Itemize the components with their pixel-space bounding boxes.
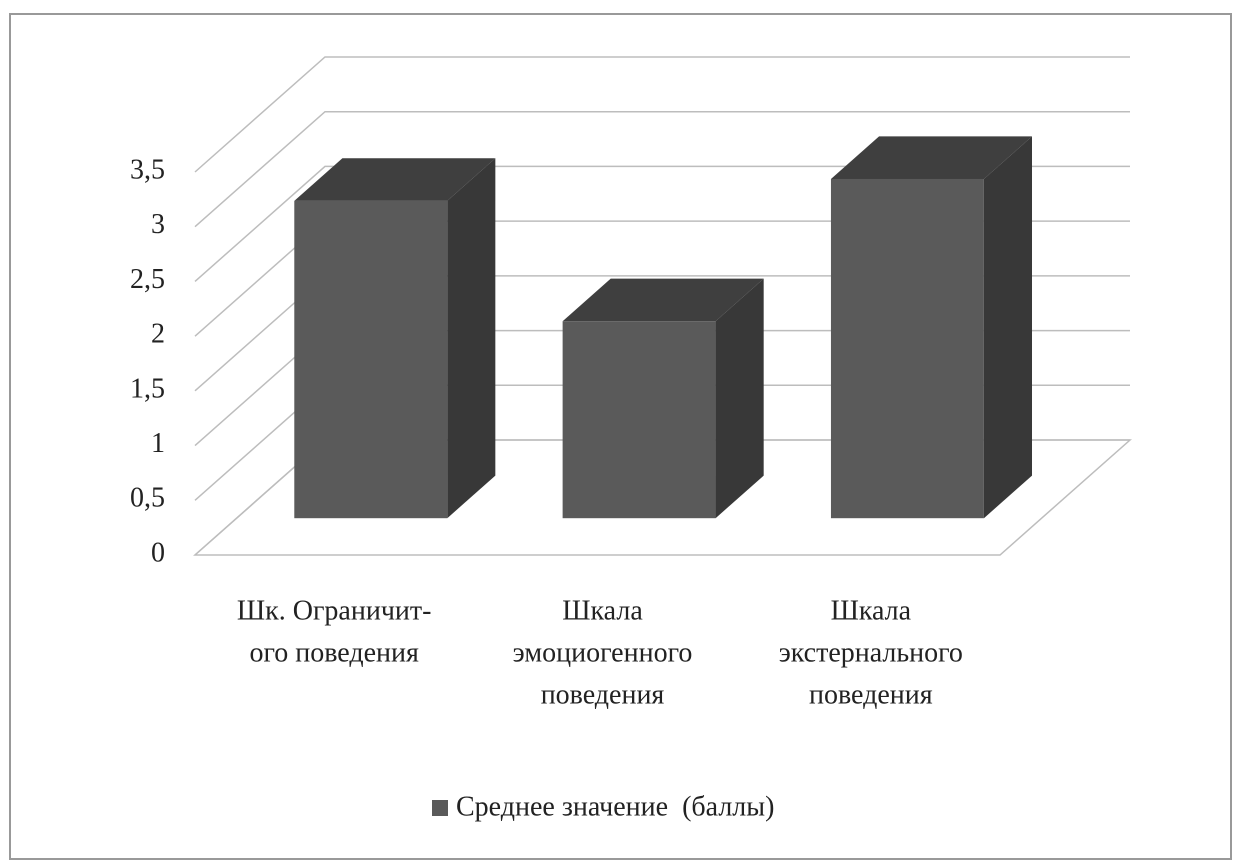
y-tick-label: 3,5 [130, 154, 165, 185]
x-tick-label: экстернального [779, 637, 963, 668]
bar-side [715, 278, 764, 519]
x-tick-label: Шк. Ограничит- [237, 595, 432, 626]
bar [830, 178, 984, 519]
grid-line [194, 56, 1130, 173]
legend-swatch [432, 800, 448, 816]
x-tick-label: ого поведения [249, 637, 419, 668]
x-tick-label: Шкала [831, 595, 912, 626]
x-tick-label: Шкала [562, 595, 643, 626]
bar [294, 200, 448, 519]
bar [562, 321, 716, 519]
bar-top [294, 158, 496, 201]
y-tick-label: 3 [151, 209, 165, 240]
x-tick-label: поведения [541, 679, 665, 710]
bar-top [562, 278, 764, 322]
y-tick-label: 1,5 [130, 373, 165, 404]
y-tick-label: 1 [151, 428, 165, 459]
y-tick-label: 2 [151, 319, 165, 350]
grid-line [194, 110, 1130, 228]
bar-side [447, 158, 496, 519]
bar-side [983, 136, 1033, 519]
y-tick-label: 0,5 [130, 483, 165, 514]
x-tick-label: поведения [809, 679, 933, 710]
legend-label: Среднее значение (баллы) [456, 791, 774, 822]
y-tick-label: 2,5 [130, 264, 165, 295]
bar-top [830, 136, 1033, 179]
x-tick-label: эмоциогенного [513, 637, 693, 668]
y-tick-label: 0 [151, 537, 165, 568]
